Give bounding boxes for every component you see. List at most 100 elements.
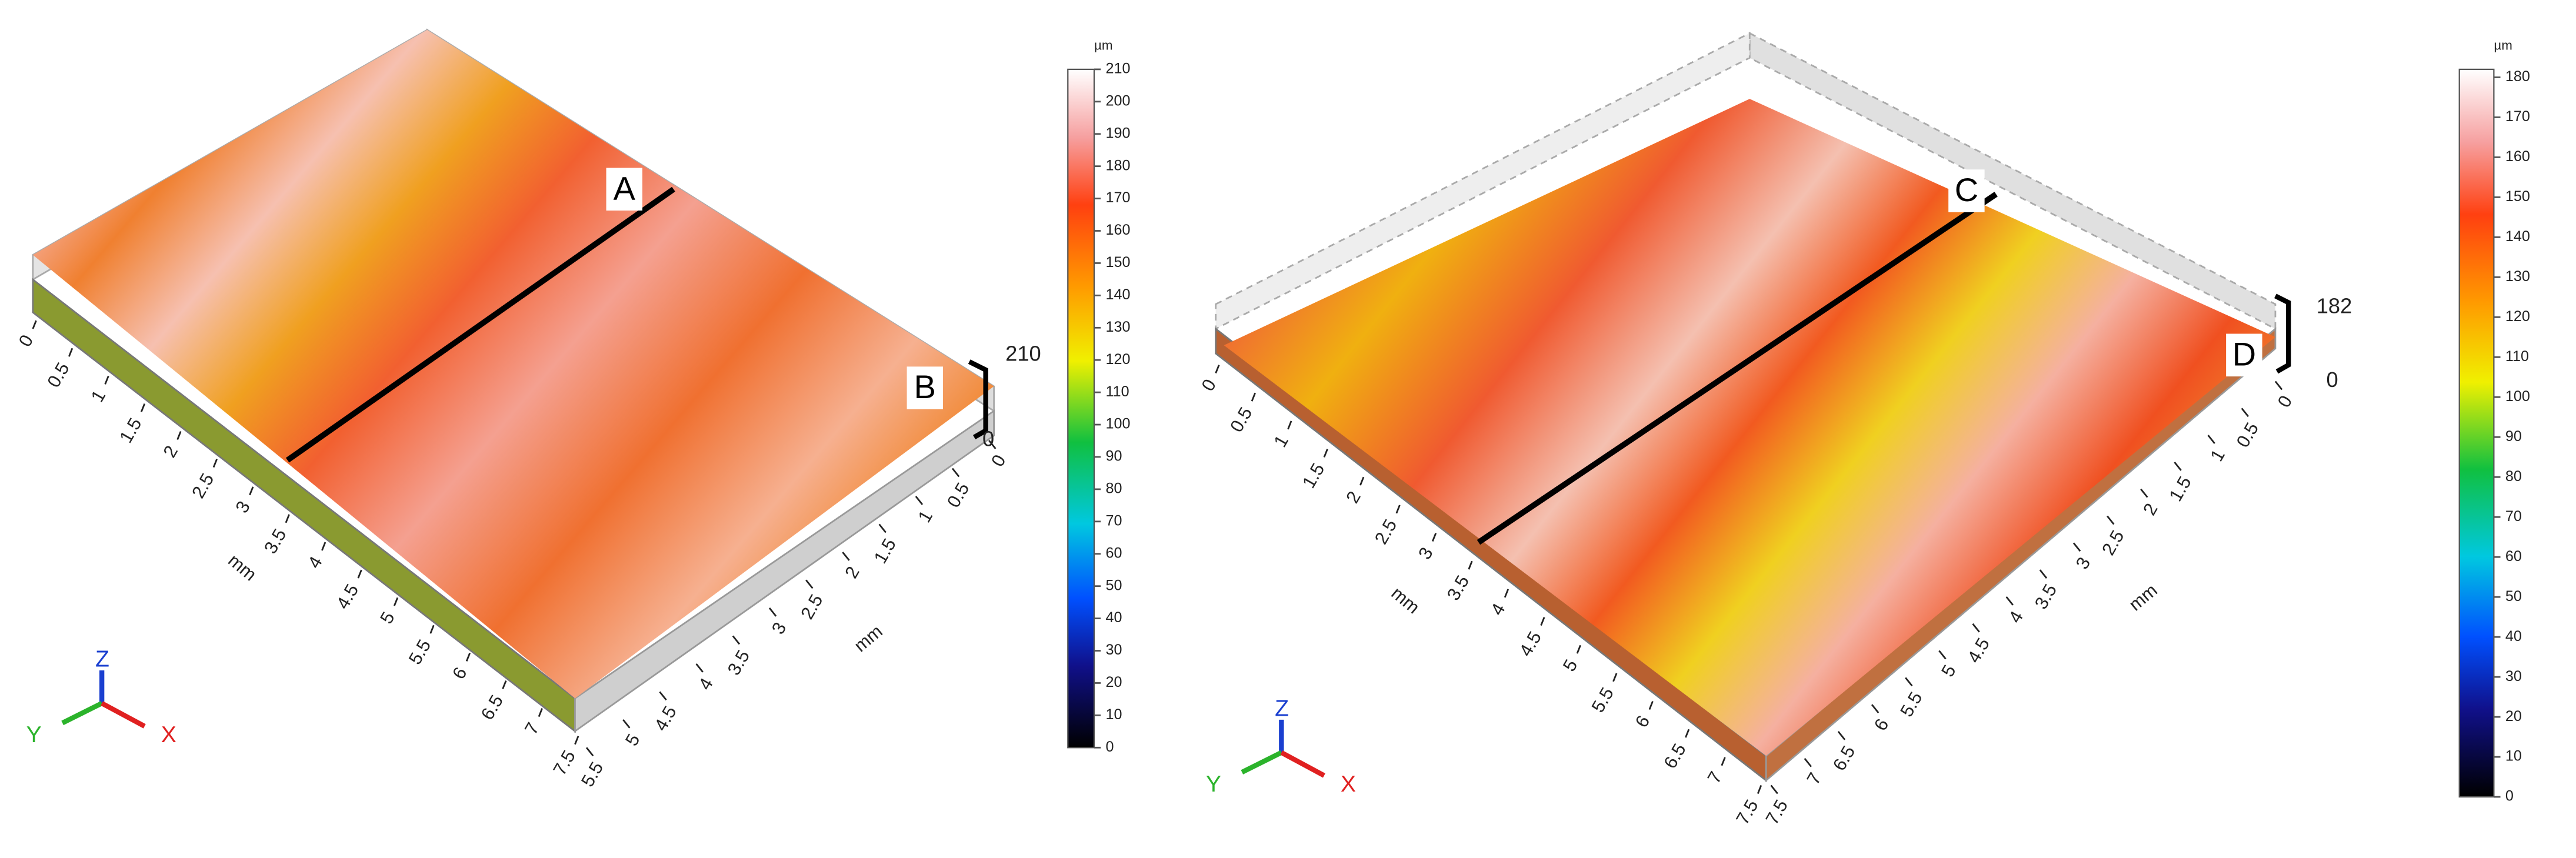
- axis-tick: [357, 569, 362, 579]
- colorbar-tick-label: 140: [1106, 286, 1131, 303]
- surface-plot-2: [1215, 32, 2291, 783]
- triad-label: X: [161, 722, 176, 747]
- axis-tick-label: 6.5: [1659, 740, 1690, 772]
- axis-tick-label: 2.5: [188, 470, 218, 502]
- axis-tick: [1757, 785, 1762, 794]
- axis-tick-label: 5.5: [577, 758, 608, 790]
- colorbar-tick-label: 160: [2505, 148, 2530, 165]
- axis-tick-label: 0.5: [43, 359, 74, 390]
- colorbar-tick-label: 110: [2505, 348, 2529, 365]
- axis-tick-label: 3.5: [724, 646, 754, 678]
- colorbar-tick-label: 210: [1106, 61, 1131, 77]
- axis-tick: [2039, 569, 2048, 579]
- axis-tick-label: 1: [86, 386, 109, 405]
- axis-tick: [574, 736, 579, 745]
- axis-tick: [1504, 589, 1509, 598]
- axis-tick-label: 6: [448, 663, 471, 682]
- axis-tick: [176, 431, 182, 440]
- axis-tick-label: 2.5: [1371, 516, 1401, 547]
- z-scale-label: 0: [2327, 368, 2338, 392]
- axis-tick-label: 0.5: [1226, 403, 1257, 435]
- axis-tick: [732, 635, 741, 645]
- axis-tick: [695, 663, 704, 673]
- z-scale-label: 0: [982, 427, 994, 451]
- axis-tick: [1431, 533, 1437, 542]
- axis-tick-label: 7: [1802, 769, 1825, 788]
- axis-tick: [429, 625, 435, 634]
- colorbar-unit: µm: [1094, 38, 1112, 53]
- axis-tick-label: 1.5: [115, 414, 146, 446]
- axis-tick: [805, 579, 814, 589]
- axis-tick-label: 3: [768, 619, 791, 637]
- axis-tick: [393, 597, 399, 606]
- axis-tick: [1938, 650, 1947, 660]
- triad-label: Y: [26, 722, 42, 747]
- axis-tick: [842, 552, 850, 561]
- colorbar-tick-label: 90: [2505, 428, 2522, 445]
- axis-tick: [1287, 420, 1292, 430]
- axis-tick: [1323, 449, 1328, 458]
- colorbar-tick-label: 170: [2505, 108, 2530, 125]
- axis-tick-label: 5: [1937, 662, 1960, 680]
- axis-label: mm: [2125, 580, 2161, 615]
- axis-tick: [212, 459, 218, 468]
- colorbar-tick-label: 180: [1106, 157, 1131, 173]
- colorbar-tick-label: 120: [2505, 308, 2530, 325]
- colorbar-tick-label: 160: [1106, 222, 1131, 238]
- axis-tick: [1770, 784, 1778, 794]
- axis-tick: [321, 542, 326, 551]
- axis-tick-label: 5: [1559, 656, 1582, 675]
- axes-triad-2: [1241, 719, 1325, 778]
- colorbar-tick-label: 170: [1106, 189, 1131, 206]
- axis-tick-label: 7.5: [549, 747, 579, 779]
- axis-tick: [140, 403, 146, 412]
- colorbar-tick-label: 130: [1106, 319, 1131, 335]
- axis-tick: [1648, 701, 1654, 710]
- axis-tick: [2207, 435, 2215, 444]
- axis-tick: [622, 719, 631, 729]
- colorbar: [1067, 68, 1095, 749]
- surface-plot-1: [32, 28, 995, 733]
- colorbar: [2458, 68, 2495, 798]
- axis-tick: [1685, 729, 1690, 738]
- axis-tick-label: 3: [231, 498, 254, 516]
- axis-tick-label: 7: [521, 719, 544, 738]
- axis-tick: [659, 691, 667, 701]
- axis-tick-label: 2.5: [2098, 526, 2128, 558]
- axis-tick-label: 1.5: [1298, 460, 1329, 492]
- axis-tick: [32, 320, 37, 329]
- axis-tick-label: 4.5: [1515, 628, 1545, 660]
- colorbar-tick-label: 130: [2505, 268, 2530, 285]
- colorbar-tick-label: 10: [1106, 706, 1122, 723]
- axis-tick: [502, 680, 507, 690]
- axis-tick: [68, 348, 74, 357]
- axis-tick-label: 6.5: [476, 692, 507, 723]
- axis-tick-label: 3.5: [2031, 580, 2061, 612]
- axis-tick-label: 6: [1870, 715, 1893, 734]
- axis-tick-label: 6: [1631, 712, 1654, 731]
- axis-tick-label: 5.5: [1587, 684, 1618, 716]
- axis-tick-label: 2.5: [797, 590, 827, 622]
- colorbar-tick-label: 10: [2505, 748, 2522, 764]
- axis-tick-label: 6.5: [1829, 742, 1859, 774]
- colorbar-tick-label: 80: [1106, 480, 1122, 497]
- triad-label: X: [1341, 772, 1356, 797]
- axis-tick: [104, 375, 109, 385]
- marker-box: [1948, 169, 1985, 212]
- z-scale-label: 182: [2317, 293, 2352, 318]
- colorbar-tick-label: 0: [1106, 739, 1114, 755]
- axes-triad-1: [61, 670, 146, 729]
- axis-tick-label: 1: [1269, 432, 1292, 450]
- colorbar-tick-label: 70: [2505, 508, 2522, 525]
- axis-tick: [249, 486, 254, 496]
- colorbar-tick-label: 30: [1106, 642, 1122, 658]
- marker-box: [606, 168, 642, 211]
- axis-label: mm: [850, 621, 887, 656]
- axis-tick: [1905, 677, 1913, 687]
- axis-tick-label: 4: [304, 553, 326, 572]
- axis-tick: [915, 496, 924, 505]
- colorbar-tick-label: 70: [1106, 512, 1122, 529]
- axis-tick-label: 4.5: [650, 702, 681, 734]
- axis-tick-label: 0.5: [943, 479, 974, 511]
